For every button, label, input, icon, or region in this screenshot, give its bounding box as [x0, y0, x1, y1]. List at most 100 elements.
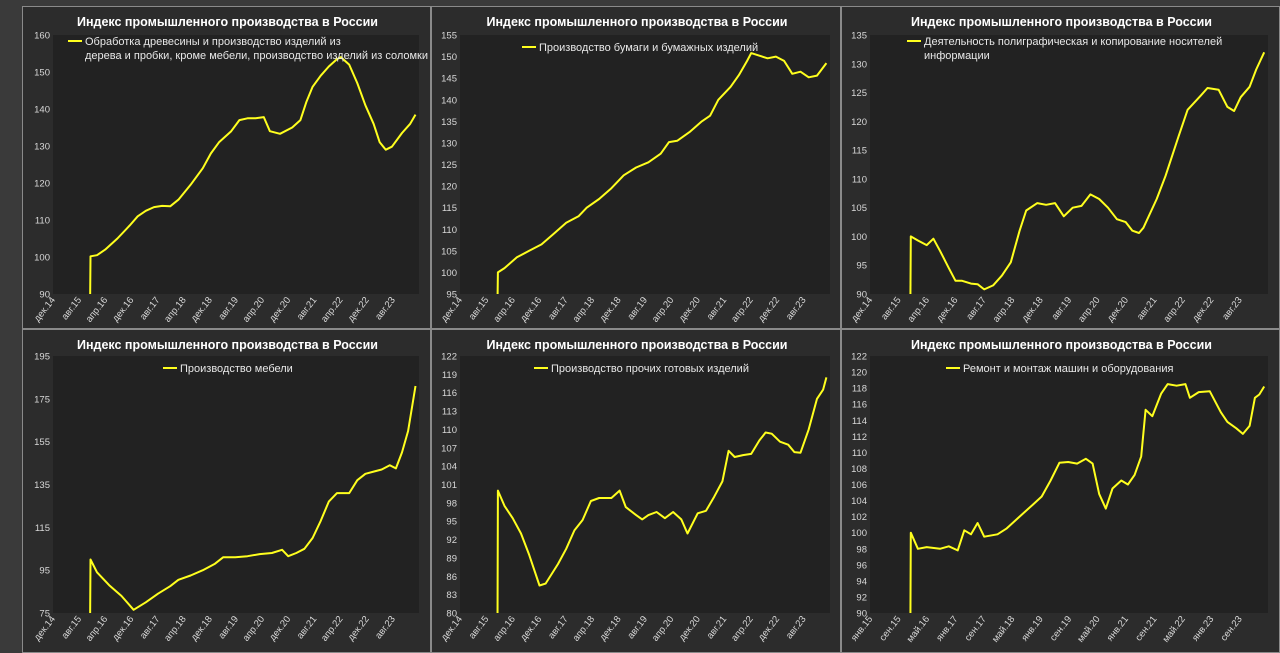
x-tick-label: апр.22	[729, 295, 755, 325]
chart-svg: Индекс промышленного производства в Росс…	[439, 15, 830, 325]
y-tick-label: 90	[39, 290, 50, 301]
x-tick-label: авг.19	[216, 614, 241, 641]
y-tick-label: 106	[851, 480, 867, 491]
x-tick-label: авг.17	[546, 295, 571, 322]
x-tick-label: сен.21	[1133, 614, 1159, 643]
x-tick-label: авг.17	[138, 295, 163, 322]
plot-area	[53, 35, 419, 294]
y-tick-label: 95	[446, 290, 457, 301]
x-tick-label: дек.14	[849, 295, 875, 324]
x-tick-label: дек.22	[756, 614, 782, 643]
x-tick-label: авг.15	[879, 295, 904, 322]
x-tick-label: янв.17	[934, 614, 960, 643]
x-tick-label: янв.23	[1190, 614, 1216, 643]
y-tick-label: 122	[441, 352, 457, 363]
x-tick-label: сен.19	[1048, 614, 1074, 643]
series-line	[909, 383, 1266, 613]
x-tick-label: авг.21	[705, 614, 730, 641]
y-tick-label: 116	[852, 400, 867, 411]
y-tick-label: 90	[856, 290, 867, 301]
y-tick-label: 120	[851, 368, 867, 379]
legend-label: Ремонт и монтаж машин и оборудования	[963, 363, 1173, 375]
x-tick-label: авг.15	[467, 295, 492, 322]
y-tick-label: 98	[446, 498, 457, 509]
chart-svg: Индекс промышленного производства в Росс…	[849, 338, 1268, 645]
chart-svg: Индекс промышленного производства в Росс…	[849, 15, 1268, 325]
x-tick-label: авг.23	[784, 614, 809, 641]
series-line	[89, 385, 417, 613]
y-tick-label: 135	[851, 31, 867, 42]
x-tick-label: апр.16	[84, 614, 110, 644]
y-tick-label: 95	[39, 566, 50, 577]
y-tick-label: 135	[34, 480, 50, 491]
y-tick-label: 155	[34, 437, 50, 448]
y-tick-label: 95	[446, 517, 457, 528]
y-tick-label: 83	[446, 590, 457, 601]
y-tick-label: 120	[441, 182, 457, 193]
x-tick-label: сен.17	[963, 614, 989, 643]
x-tick-label: янв.15	[849, 614, 875, 643]
plot-area	[870, 35, 1268, 294]
y-tick-label: 110	[35, 216, 50, 227]
y-tick-label: 113	[442, 407, 457, 418]
y-tick-label: 89	[446, 553, 457, 564]
x-tick-label: янв.19	[1019, 614, 1045, 643]
x-tick-label: апр.22	[1161, 295, 1187, 325]
x-tick-label: авг.15	[60, 614, 85, 641]
y-tick-label: 150	[441, 52, 457, 63]
plot-area	[460, 356, 830, 613]
x-tick-label: авг.21	[705, 295, 730, 322]
y-tick-label: 110	[852, 448, 867, 459]
y-tick-label: 75	[39, 609, 50, 620]
y-tick-label: 135	[441, 117, 457, 128]
x-tick-label: дек.18	[189, 295, 215, 324]
y-tick-label: 95	[856, 261, 867, 272]
series-line	[496, 52, 828, 294]
x-tick-label: авг.19	[625, 295, 650, 322]
x-tick-label: апр.20	[1076, 295, 1102, 325]
chart-panel-other-goods: Индекс промышленного производства в Росс…	[431, 329, 841, 653]
y-tick-label: 101	[441, 480, 457, 491]
y-tick-label: 114	[852, 416, 867, 427]
x-tick-label: дек.16	[518, 295, 544, 324]
x-tick-label: авг.23	[373, 614, 398, 641]
y-tick-label: 104	[441, 462, 457, 473]
x-tick-label: дек.14	[439, 295, 465, 324]
x-tick-label: апр.20	[650, 614, 676, 644]
chart-svg: Индекс промышленного производства в Росс…	[32, 338, 419, 644]
x-tick-label: апр.18	[162, 614, 188, 644]
y-tick-label: 105	[851, 203, 867, 214]
x-tick-label: апр.18	[571, 295, 597, 325]
chart-panel-paper: Индекс промышленного производства в Росс…	[431, 6, 841, 329]
y-tick-label: 150	[34, 68, 50, 79]
x-tick-label: авг.19	[625, 614, 650, 641]
chart-svg: Индекс промышленного производства в Росс…	[32, 15, 430, 325]
x-tick-label: апр.20	[241, 614, 267, 644]
x-tick-label: сен.23	[1219, 614, 1245, 643]
x-tick-label: май.22	[1161, 614, 1188, 645]
x-tick-label: апр.16	[906, 295, 932, 325]
x-tick-label: май.20	[1075, 614, 1102, 645]
legend-label: Деятельность полиграфическая и копирован…	[924, 36, 1222, 62]
x-tick-label: дек.18	[598, 614, 624, 643]
chart-title: Индекс промышленного производства в Росс…	[487, 15, 788, 29]
chart-svg: Индекс промышленного производства в Росс…	[439, 338, 830, 644]
y-tick-label: 110	[852, 174, 867, 185]
x-tick-label: дек.14	[439, 614, 465, 643]
x-tick-label: апр.16	[491, 614, 517, 644]
plot-area	[870, 356, 1268, 613]
x-tick-label: май.16	[905, 614, 932, 645]
x-tick-label: авг.23	[373, 295, 398, 322]
x-tick-label: авг.21	[295, 295, 320, 322]
y-tick-label: 107	[441, 443, 457, 454]
x-tick-label: дек.16	[110, 295, 136, 324]
x-tick-label: янв.21	[1105, 614, 1131, 643]
x-tick-label: авг.17	[964, 295, 989, 322]
y-tick-label: 145	[441, 74, 457, 85]
y-tick-label: 175	[34, 394, 50, 405]
chart-title: Индекс промышленного производства в Росс…	[911, 15, 1212, 29]
series-line	[496, 377, 828, 613]
x-tick-label: дек.20	[1105, 295, 1131, 324]
x-tick-label: дек.14	[32, 614, 58, 643]
x-tick-label: дек.16	[110, 614, 136, 643]
